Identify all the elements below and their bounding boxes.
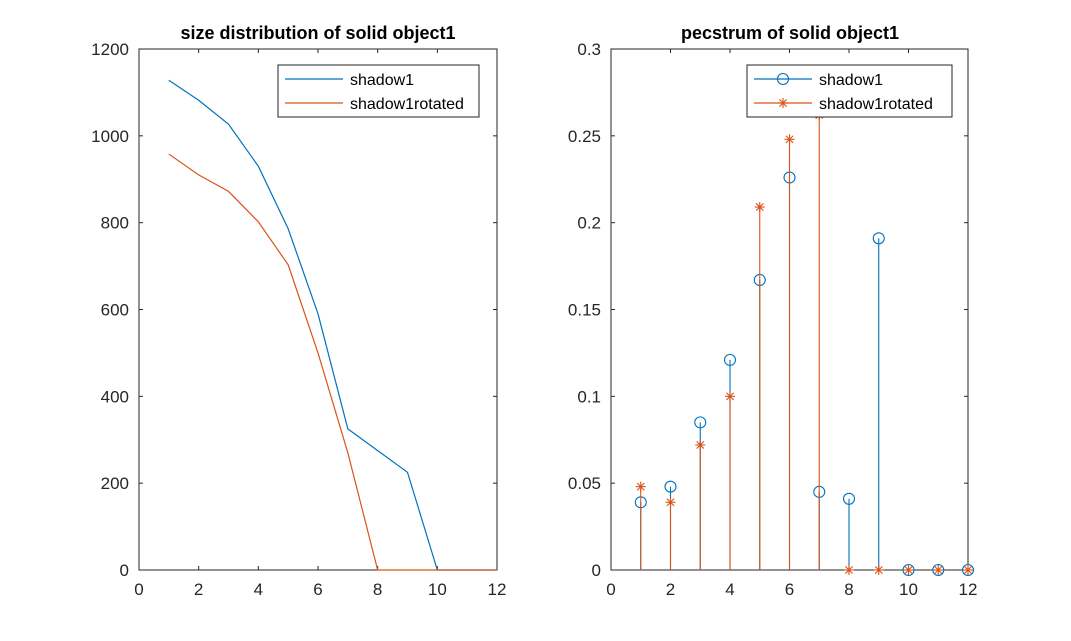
data-point-asterisk: [844, 565, 854, 575]
chart-size-distribution: size distribution of solid object1 0 2 4 6 8…: [91, 23, 506, 599]
data-point-asterisk: [754, 202, 765, 213]
data-point-circle: [932, 563, 945, 577]
data-point-asterisk: [963, 565, 973, 575]
legend-item: shadow1rotated: [285, 96, 464, 113]
data-point-asterisk: [635, 481, 646, 492]
y-tick-label: 0: [120, 561, 129, 580]
asterisk-stroke: [874, 566, 883, 574]
data-point-asterisk: [784, 134, 795, 145]
chart-pecstrum: pecstrum of solid object1 0 2 4 6 8 10 12 0 0.05…: [568, 23, 978, 599]
asterisk-stroke: [964, 566, 972, 574]
x-tick-label: 12: [959, 580, 978, 599]
x-tick-label: 0: [606, 580, 615, 599]
asterisk-stroke: [636, 482, 645, 491]
y-tick-label: 0.25: [568, 127, 601, 146]
x-tick-label: 12: [488, 580, 507, 599]
data-point-circle: [961, 563, 975, 577]
legend: shadow1 shadow1rotated: [746, 64, 953, 118]
asterisk-stroke: [904, 566, 913, 574]
data-point-asterisk: [873, 565, 884, 575]
y-tick-label: 800: [101, 214, 129, 233]
asterisk-stroke: [755, 203, 764, 212]
data-point-circle: [694, 416, 707, 429]
x-tick-label: 10: [428, 580, 447, 599]
data-point-circle: [723, 353, 737, 366]
legend-label: shadow1: [350, 72, 414, 89]
y-tick-label: 600: [101, 301, 129, 320]
legend-label: shadow1rotated: [350, 96, 464, 113]
data-point-asterisk: [933, 565, 944, 575]
data-point-asterisk: [903, 565, 914, 575]
legend-label: shadow1rotated: [819, 96, 933, 113]
x-tick-label: 8: [844, 580, 853, 599]
data-point-circle: [872, 232, 885, 245]
x-tick-label: 10: [899, 580, 918, 599]
legend-label: shadow1: [819, 72, 883, 89]
legend: shadow1 shadow1rotated: [277, 64, 480, 118]
y-tick-label: 1000: [91, 127, 129, 146]
legend-item: shadow1: [285, 72, 414, 89]
x-tick-label: 6: [313, 580, 322, 599]
x-tick-label: 2: [194, 580, 203, 599]
x-tick-label: 6: [785, 580, 794, 599]
asterisk-stroke: [779, 99, 787, 107]
legend-item: shadow1rotated: [754, 96, 933, 113]
data-point-asterisk: [695, 439, 706, 450]
x-tick-label: 0: [134, 580, 143, 599]
legend-box: [277, 64, 480, 118]
asterisk-stroke: [934, 566, 943, 574]
y-tick-label: 0.3: [577, 40, 601, 59]
y-tick-label: 1200: [91, 40, 129, 59]
x-tick-label: 4: [725, 580, 734, 599]
x-tick-label: 4: [254, 580, 263, 599]
series-line-shadow1rotated: [168, 153, 497, 571]
y-tick-label: 0.15: [568, 301, 601, 320]
y-tick-label: 0.1: [577, 387, 601, 406]
data-point-circle: [842, 492, 856, 505]
data-point-asterisk: [665, 497, 676, 508]
y-tick-label: 0.2: [577, 214, 601, 233]
chart-title: pecstrum of solid object1: [681, 23, 899, 43]
asterisk-stroke: [785, 135, 794, 144]
y-tick-label: 400: [101, 387, 129, 406]
asterisk-stroke: [845, 566, 853, 574]
legend-item: shadow1: [754, 72, 883, 89]
x-tick-label: 8: [373, 580, 382, 599]
data-point-asterisk: [725, 391, 735, 402]
y-tick-label: 0: [592, 561, 601, 580]
data-point-circle: [664, 480, 677, 493]
asterisk-stroke: [696, 440, 705, 449]
chart-title: size distribution of solid object1: [180, 23, 455, 43]
legend-marker-asterisk: [778, 98, 788, 108]
data-point-circle: [902, 563, 915, 577]
y-tick-label: 0.05: [568, 474, 601, 493]
legend-marker-circle: [776, 72, 790, 86]
asterisk-stroke: [666, 498, 675, 507]
y-tick-label: 200: [101, 474, 129, 493]
x-tick-label: 2: [666, 580, 675, 599]
asterisk-stroke: [726, 392, 734, 401]
